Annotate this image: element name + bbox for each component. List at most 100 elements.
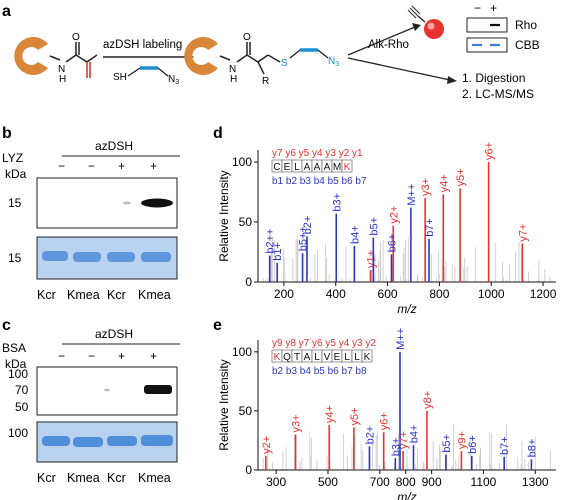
c-marker-bottom: 100 bbox=[8, 426, 28, 440]
peak-label: y3+ bbox=[291, 414, 303, 432]
y-axis-label: Relative Intensity bbox=[217, 170, 231, 261]
residue-A: A bbox=[324, 162, 331, 173]
peak-label: y8+ bbox=[422, 391, 434, 409]
residue-M: M bbox=[333, 162, 341, 173]
b-lane-1: Kcr bbox=[37, 288, 56, 302]
peak-label: y5+ bbox=[455, 168, 467, 186]
panel-letter-e: e bbox=[213, 317, 222, 334]
b-group-label: azDSH bbox=[95, 139, 133, 153]
carbonyl-o-right: O bbox=[243, 32, 251, 43]
c-marker-100: 100 bbox=[8, 367, 28, 381]
rhodamine-probe-icon bbox=[424, 19, 444, 39]
peak-label: y7+ bbox=[517, 224, 529, 242]
r-group-label: R bbox=[262, 76, 269, 87]
labeling-step-label: azDSH labeling bbox=[103, 39, 182, 51]
residue-L: L bbox=[294, 162, 300, 173]
peak-label: y1+ bbox=[366, 250, 378, 268]
sulfur-label: S bbox=[281, 58, 288, 69]
peak-label: b5+ bbox=[441, 434, 453, 453]
b-lane-4: Kmea bbox=[138, 288, 171, 302]
b-marker-bottom: 15 bbox=[8, 251, 22, 265]
b-marker-top: 15 bbox=[8, 196, 22, 210]
b-lane-3: Kcr bbox=[107, 288, 126, 302]
spectrum-d: 0 50 100 200 400 600 800 1000 1200 Relative Inten… bbox=[217, 142, 557, 316]
x-tick-label: 600 bbox=[378, 287, 398, 301]
peak-label: y5+ bbox=[349, 407, 361, 425]
rho-arrow bbox=[347, 26, 416, 56]
amide-h-right: H bbox=[230, 74, 237, 85]
peak-label: y9+ bbox=[456, 431, 468, 449]
x-tick-label: 1100 bbox=[471, 475, 497, 489]
rho-legend-box bbox=[466, 17, 508, 33]
peak-label: b1+ bbox=[272, 242, 284, 261]
peak-label: M++ bbox=[395, 328, 407, 350]
residue-T: T bbox=[294, 352, 300, 363]
panel-letter-a: a bbox=[2, 3, 11, 20]
x-axis-label: m/z bbox=[397, 302, 416, 316]
residue-E: E bbox=[284, 162, 291, 173]
x-tick-label: 1200 bbox=[530, 287, 557, 301]
c-marker-70: 70 bbox=[15, 383, 29, 397]
x-tick-label: 800 bbox=[396, 475, 416, 489]
y-tick-label: 100 bbox=[232, 155, 252, 169]
peak-label: b7+ bbox=[499, 436, 511, 455]
peak-label: b8+ bbox=[526, 439, 538, 458]
c-lane-3: Kcr bbox=[107, 471, 126, 485]
c-marker-50: 50 bbox=[15, 400, 29, 414]
c-lane-2: Kmea bbox=[67, 471, 100, 485]
peak-label: b6+ bbox=[386, 234, 398, 253]
y-tick-label: 100 bbox=[232, 345, 252, 359]
residue-A: A bbox=[314, 162, 321, 173]
peak-label: y2+ bbox=[388, 206, 400, 224]
c-kda-label: kDa bbox=[5, 357, 27, 371]
residue-V: V bbox=[324, 352, 331, 363]
c-sign-4: + bbox=[150, 349, 157, 363]
b-sign-4: + bbox=[150, 159, 157, 173]
c-group-label: azDSH bbox=[95, 327, 133, 341]
y-tick-label: 0 bbox=[245, 463, 252, 477]
peak-label: b2+ bbox=[302, 216, 314, 235]
peak-label: y2+ bbox=[261, 436, 273, 454]
peak-label: b4+ bbox=[408, 425, 420, 444]
peak-label: b4+ bbox=[349, 225, 361, 244]
y-ion-series-label: y7 y6 y5 y4 y3 y2 y1 bbox=[272, 148, 363, 159]
panel-letter-c: c bbox=[2, 317, 11, 334]
carbonyl-o-left: O bbox=[72, 32, 80, 43]
peak-label: b6+ bbox=[467, 435, 479, 454]
lcms-step: 2. LC-MS/MS bbox=[462, 87, 534, 101]
c-lane-1: Kcr bbox=[37, 471, 56, 485]
residue-K: K bbox=[364, 352, 371, 363]
azide-label: N3 bbox=[168, 74, 179, 86]
b-ion-series-label: b1 b2 b3 b4 b5 b6 b7 bbox=[272, 176, 367, 187]
peak-label: b2+ bbox=[364, 426, 376, 445]
residue-K: K bbox=[344, 162, 351, 173]
residue-box bbox=[361, 349, 373, 363]
x-tick-label: 300 bbox=[266, 475, 286, 489]
x-tick-label: 800 bbox=[429, 287, 449, 301]
amide-h-left: H bbox=[59, 74, 66, 85]
alk-rho-label: Alk-Rho bbox=[368, 39, 409, 51]
y-tick-label: 50 bbox=[239, 404, 253, 418]
c-sign-1: − bbox=[58, 349, 65, 363]
digestion-step: 1. Digestion bbox=[462, 71, 525, 85]
rho-legend-label: Rho bbox=[515, 18, 537, 32]
x-axis-label: m/z bbox=[397, 490, 416, 500]
b-sign-1: − bbox=[58, 159, 65, 173]
residue-K: K bbox=[274, 352, 281, 363]
y-axis-label: Relative Intensity bbox=[217, 359, 231, 450]
x-tick-label: 500 bbox=[318, 475, 338, 489]
ms-arrow bbox=[347, 57, 451, 81]
y-tick-label: 50 bbox=[239, 215, 253, 229]
c-lane-4: Kmea bbox=[138, 471, 171, 485]
b-kda-label: kDa bbox=[5, 167, 27, 181]
residue-L: L bbox=[354, 352, 360, 363]
residue-A: A bbox=[304, 352, 311, 363]
b-lane-2: Kmea bbox=[67, 288, 100, 302]
x-tick-label: 400 bbox=[326, 287, 346, 301]
y-tick-label: 0 bbox=[245, 275, 252, 289]
protein-right-icon bbox=[184, 37, 218, 75]
legend-plus: + bbox=[490, 1, 497, 15]
cbb-legend-box bbox=[466, 37, 508, 53]
residue-E: E bbox=[334, 352, 341, 363]
